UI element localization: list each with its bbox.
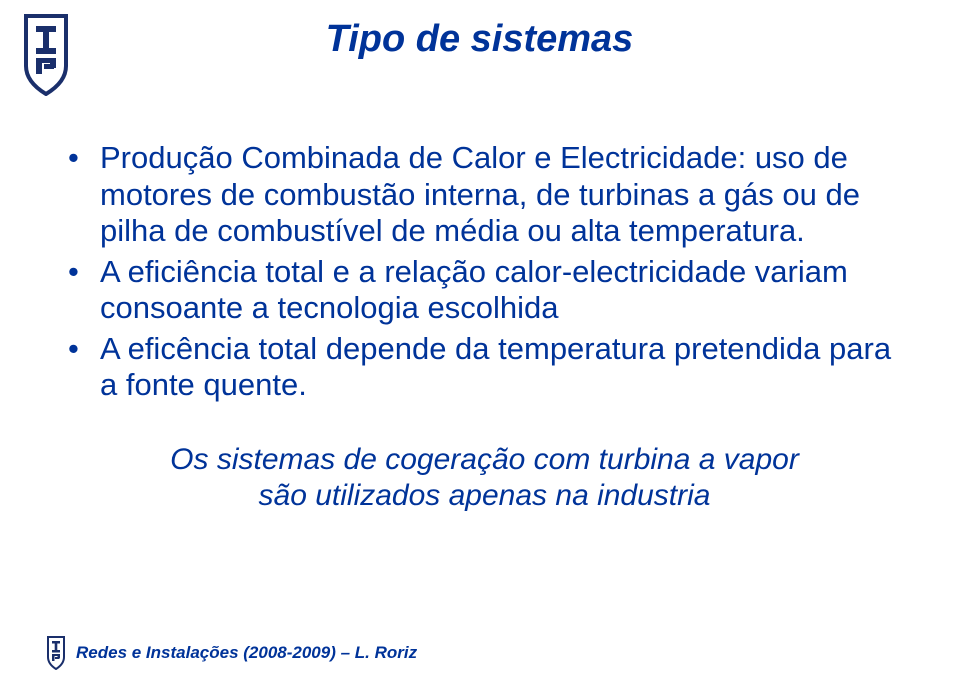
bullet-item: A eficência total depende da temperatura…	[60, 331, 909, 404]
bullet-item: Produção Combinada de Calor e Electricid…	[60, 140, 909, 250]
footer-logo	[46, 636, 66, 670]
bullet-list: Produção Combinada de Calor e Electricid…	[60, 140, 909, 404]
emphasis-line: são utilizados apenas na industria	[60, 478, 909, 514]
slide-footer: Redes e Instalações (2008-2009) – L. Ror…	[46, 636, 417, 670]
bullet-item: A eficiência total e a relação calor-ele…	[60, 254, 909, 327]
footer-text: Redes e Instalações (2008-2009) – L. Ror…	[76, 643, 417, 663]
emphasis-text: Os sistemas de cogeração com turbina a v…	[60, 442, 909, 514]
slide-content: Produção Combinada de Calor e Electricid…	[60, 140, 909, 514]
slide-title: Tipo de sistemas	[0, 18, 959, 61]
emphasis-line: Os sistemas de cogeração com turbina a v…	[60, 442, 909, 478]
